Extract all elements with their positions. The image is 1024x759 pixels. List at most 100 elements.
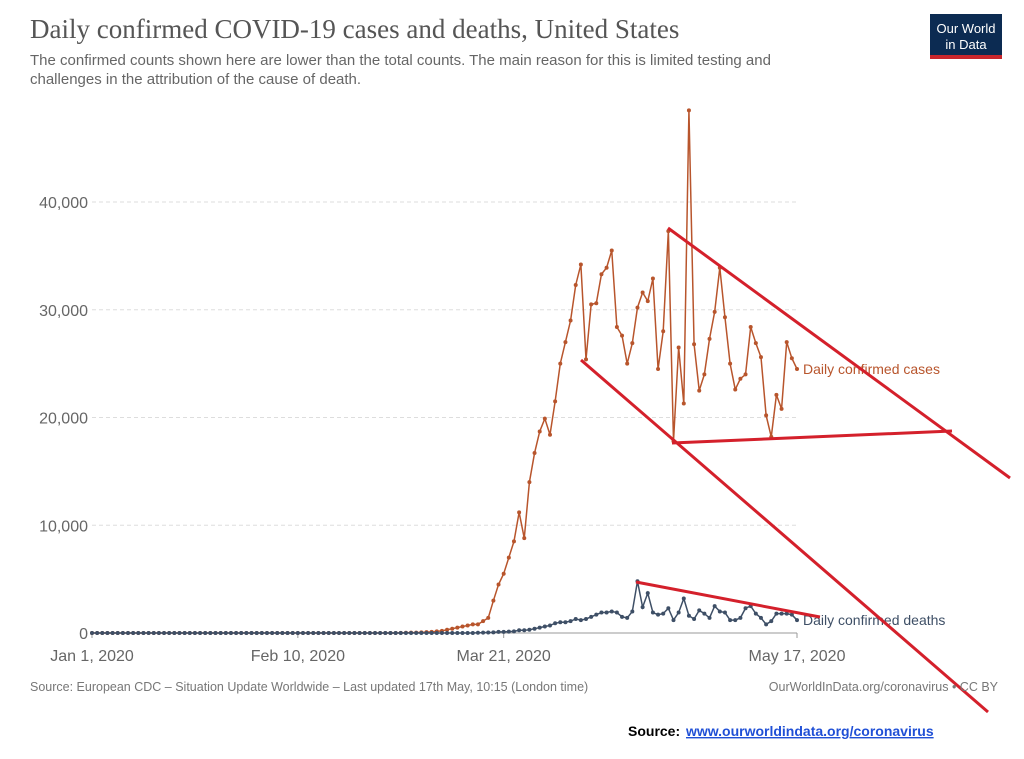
point (450, 626, 455, 631)
point (578, 262, 583, 267)
point (414, 631, 419, 635)
point (481, 630, 486, 635)
point (568, 318, 573, 323)
point (784, 611, 789, 616)
point (470, 622, 475, 627)
point (280, 631, 285, 635)
point (90, 631, 94, 635)
point (465, 623, 470, 628)
point (445, 631, 450, 635)
y-tick-label: 40,000 (39, 195, 88, 212)
point (167, 631, 172, 635)
subtitle: challenges in the attribution of the cau… (30, 71, 361, 88)
source: Source: European CDC – Situation Update … (30, 680, 588, 694)
point (254, 631, 259, 635)
point (198, 631, 203, 635)
logo-text: Our World (937, 21, 996, 36)
point (511, 629, 516, 634)
series-line (92, 581, 798, 634)
point (259, 631, 264, 635)
point (295, 631, 300, 635)
point (738, 376, 743, 381)
point (584, 357, 589, 362)
point (517, 510, 522, 515)
point (625, 361, 630, 366)
point (645, 591, 650, 596)
point (475, 622, 480, 627)
point (764, 622, 769, 627)
point (547, 432, 552, 437)
point (743, 606, 748, 611)
point (640, 290, 645, 295)
point (625, 615, 630, 620)
point (728, 618, 733, 623)
annotations (580, 226, 1011, 714)
point (599, 272, 604, 277)
point (187, 631, 192, 635)
point (656, 612, 661, 617)
point (362, 631, 367, 635)
point (419, 631, 424, 635)
point (481, 619, 486, 624)
point (542, 624, 547, 629)
point (270, 631, 275, 635)
point (177, 631, 182, 635)
point (172, 631, 177, 635)
point (264, 631, 269, 635)
point (594, 301, 599, 306)
point (702, 372, 707, 377)
point (146, 631, 151, 635)
point (702, 611, 707, 616)
point (120, 631, 125, 635)
footnote-label: Source: (628, 723, 680, 739)
point (717, 609, 722, 614)
point (563, 340, 568, 345)
point (686, 613, 691, 618)
point (697, 388, 702, 393)
point (728, 361, 733, 366)
point (409, 631, 414, 635)
x-tick-label: Jan 1, 2020 (50, 648, 134, 665)
trend-line (667, 226, 1011, 480)
point (450, 631, 455, 635)
point (758, 355, 763, 360)
point (542, 416, 547, 421)
point (764, 413, 769, 418)
point (321, 631, 326, 635)
point (676, 610, 681, 615)
legend-label: Daily confirmed deaths (803, 612, 945, 628)
point (558, 361, 563, 366)
point (795, 618, 799, 623)
point (620, 614, 625, 619)
point (316, 631, 321, 635)
point (331, 631, 336, 635)
point (609, 609, 614, 614)
point (506, 629, 511, 634)
point (429, 631, 434, 635)
point (131, 631, 136, 635)
footnote-link[interactable]: www.ourworldindata.org/coronavirus (685, 723, 934, 739)
point (424, 631, 429, 635)
point (661, 611, 666, 616)
point (234, 631, 239, 635)
point (475, 630, 480, 635)
point (373, 631, 378, 635)
point (141, 631, 146, 635)
point (285, 631, 290, 635)
point (352, 631, 357, 635)
point (532, 626, 537, 631)
point (300, 631, 305, 635)
x-tick-label: May 17, 2020 (749, 648, 846, 665)
point (501, 571, 506, 576)
point (563, 620, 568, 625)
point (105, 631, 110, 635)
point (686, 108, 691, 113)
point (584, 616, 589, 621)
point (115, 631, 120, 635)
point (537, 625, 542, 630)
logo-box (930, 14, 1002, 58)
point (599, 610, 604, 615)
point (697, 608, 702, 613)
point (326, 631, 331, 635)
